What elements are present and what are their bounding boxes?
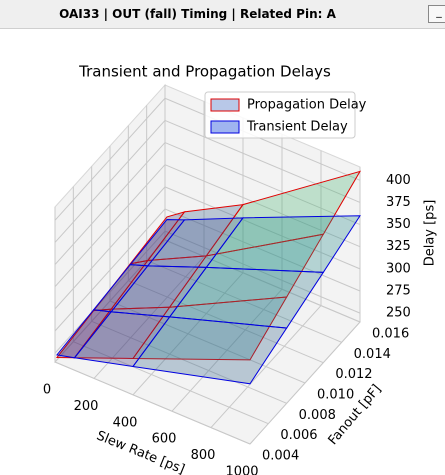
y-tick-label: 0.010 xyxy=(317,388,354,403)
grid-line xyxy=(109,146,306,384)
x-tick-label: 600 xyxy=(152,432,177,447)
z-tick-label: 400 xyxy=(386,173,411,188)
legend-label: Propagation Delay xyxy=(247,98,367,113)
y-tick-label: 0.004 xyxy=(262,449,299,464)
grid-line xyxy=(54,97,361,221)
z-tick-label: 275 xyxy=(386,284,411,299)
x-tick-label: 1000 xyxy=(225,465,258,475)
window-title: OAI33 | OUT (fall) Timing | Related Pin:… xyxy=(59,7,336,21)
chart: Transient and Propagation Delays 0 200 400… xyxy=(43,63,438,475)
x-tick-label: 200 xyxy=(74,399,99,414)
chart-title: Transient and Propagation Delays xyxy=(78,63,331,81)
legend-swatch xyxy=(210,120,240,134)
surface-cell xyxy=(132,296,288,361)
y-tick-label: 0.014 xyxy=(354,347,391,362)
grid-line xyxy=(72,186,269,425)
grid-line xyxy=(54,164,361,288)
grid-line xyxy=(127,125,324,364)
y-tick-label: 0.008 xyxy=(299,408,336,423)
x-tick-label: 400 xyxy=(113,415,138,430)
z-tick-label: 350 xyxy=(386,217,411,232)
y-tick-label: 0.006 xyxy=(280,428,317,443)
z-tick-label: 250 xyxy=(386,306,411,321)
grid-line xyxy=(54,186,361,310)
x-tick-label: 800 xyxy=(191,448,216,463)
z-tick-label: 300 xyxy=(386,261,411,276)
grid-line xyxy=(54,207,251,445)
minimize-button[interactable]: _ xyxy=(428,5,445,23)
z-tick-label: 325 xyxy=(386,239,411,254)
title-bar: OAI33 | OUT (fall) Timing | Related Pin:… xyxy=(0,0,445,29)
grid-line xyxy=(91,166,287,404)
y-tick-label: 0.016 xyxy=(372,327,409,342)
z-tick-label: 375 xyxy=(386,195,411,210)
grid-line xyxy=(54,208,361,332)
grid-line xyxy=(54,119,361,243)
x-tick-label: 0 xyxy=(43,383,51,398)
legend-label: Transient Delay xyxy=(246,120,348,135)
y-tick-label: 0.012 xyxy=(335,367,372,382)
legend-swatch xyxy=(210,98,240,112)
grid-line xyxy=(54,141,361,265)
z-axis-label: Delay [ps] xyxy=(423,200,438,267)
legend-box xyxy=(204,91,356,139)
grid-line xyxy=(164,85,361,323)
surface-cell xyxy=(132,316,288,385)
